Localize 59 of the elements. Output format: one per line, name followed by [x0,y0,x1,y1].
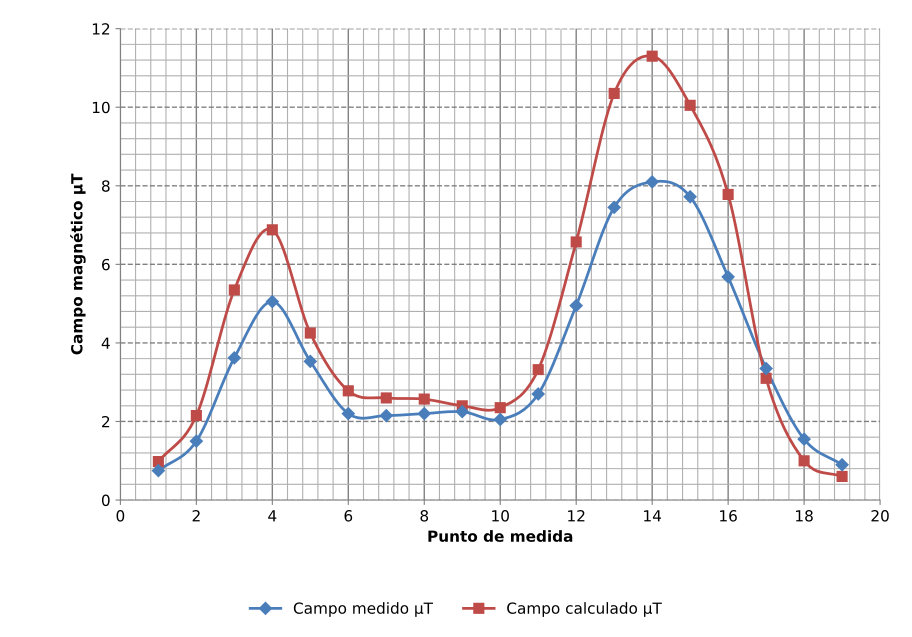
point [456,405,469,418]
point [266,224,278,236]
point [152,456,164,468]
x-tick-label: 10 [492,510,509,522]
y-tick-label: 4 [102,338,110,349]
point [494,402,506,414]
point [836,470,848,482]
point [722,270,735,284]
point [342,385,354,396]
point [722,188,734,200]
y-tick-label: 12 [92,23,110,34]
point [418,407,431,420]
point [304,328,316,339]
x-axis-title: Punto de medida [428,530,572,542]
point [494,412,507,426]
y-axis-title: Campo magnético µT [70,174,86,354]
legend-label: Campo calculado µT [507,602,662,617]
point [798,432,811,446]
point [342,407,355,420]
point [798,455,810,466]
point [760,362,773,376]
point [532,387,545,401]
x-tick-label: 20 [871,510,889,522]
x-tick-label: 16 [720,510,737,522]
point [608,200,621,214]
point [760,372,772,384]
y-tick-label: 10 [92,102,110,114]
point [418,394,430,405]
point [380,409,393,422]
point [266,295,279,308]
point [532,364,544,376]
point [152,464,165,478]
y-tick-label: 6 [102,258,110,270]
point [646,175,659,188]
x-tick-label: 6 [344,510,352,522]
x-tick-label: 0 [116,510,124,522]
point [190,410,202,422]
x-tick-label: 4 [268,510,276,522]
point [304,354,317,368]
x-tick-label: 8 [420,510,428,522]
point [684,100,696,111]
point [646,50,658,62]
y-tick-label: 0 [102,494,110,506]
x-tick-label: 2 [192,510,200,522]
point [190,434,203,448]
y-tick-label: 2 [102,416,110,428]
x-tick-label: 12 [568,510,584,522]
point [228,351,241,364]
point [228,284,240,296]
y-tick-label: 8 [102,180,110,192]
point [380,392,392,404]
point [570,236,582,248]
point [608,88,620,100]
x-tick-label: 18 [796,510,813,522]
legend-label: Campo medido µT [294,602,434,617]
point [836,458,849,472]
point [570,299,583,312]
x-tick-label: 14 [644,510,662,522]
point [684,190,697,204]
